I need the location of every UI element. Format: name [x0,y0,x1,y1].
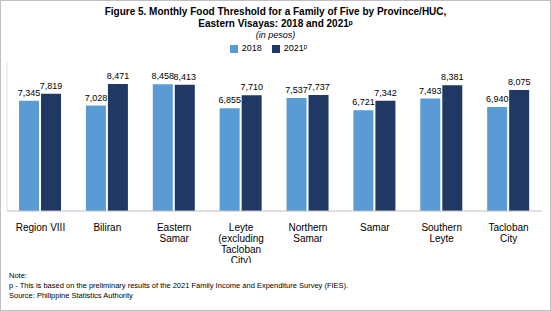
html-text:Figure 5. Monthly Food Thresho: Figure 5. Monthly Food Threshold for a F… [104,6,447,17]
svg-text:7,819: 7,819 [40,81,63,91]
html-text:(in pesos): (in pesos) [255,30,296,40]
html-text:Note:: Note: [9,271,27,280]
html-text:Eastern Visayas: 2018 and 2021: Eastern Visayas: 2018 and 2021ᵖ [198,18,353,29]
svg-text:7,345: 7,345 [18,88,41,98]
svg-text:7,710: 7,710 [240,82,263,92]
svg-text:EasternSamar: EasternSamar [157,222,191,244]
svg-text:NorthernSamar: NorthernSamar [288,222,327,244]
svg-text:7,342: 7,342 [374,88,397,98]
svg-text:6,855: 6,855 [218,95,241,105]
html-text:2021ᵖ: 2021ᵖ [283,43,308,53]
svg-text:7,537: 7,537 [285,85,308,95]
svg-text:8,471: 8,471 [107,71,130,81]
svg-text:Samar: Samar [360,222,390,233]
svg-text:6,721: 6,721 [352,97,375,107]
svg-text:6,940: 6,940 [486,94,509,104]
html-text:p - This is based on the preli: p - This is based on the preliminary res… [9,281,349,290]
svg-text:8,413: 8,413 [174,72,197,82]
svg-text:TaclobanCity: TaclobanCity [489,222,529,244]
svg-text:Biliran: Biliran [93,222,121,233]
svg-text:7,493: 7,493 [419,86,442,96]
svg-text:8,458: 8,458 [152,71,175,81]
svg-text:8,381: 8,381 [441,72,464,82]
svg-text:SouthernLeyte: SouthernLeyte [421,222,462,244]
html-text:2018: 2018 [241,43,262,53]
svg-text:Leyte(excludingTaclobanCity): Leyte(excludingTaclobanCity) [218,222,264,263]
svg-text:8,075: 8,075 [508,77,531,87]
svg-text:7,028: 7,028 [85,93,108,103]
svg-text:Region VIII: Region VIII [16,222,65,233]
svg-text:7,737: 7,737 [307,82,330,92]
html-text:Source: Philippine Statistics: Source: Philippine Statistics Authority [9,291,133,300]
